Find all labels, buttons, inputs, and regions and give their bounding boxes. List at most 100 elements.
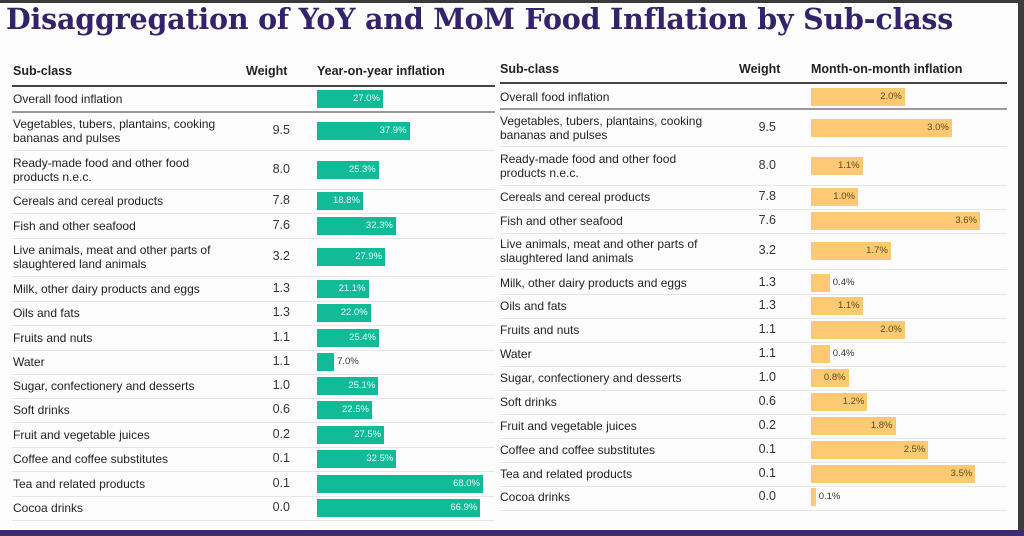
- mom-row-label-line: bananas and pulses: [500, 128, 608, 142]
- mom-row-label-line: Fish and other seafood: [500, 214, 623, 228]
- mom-row-label: Vegetables, tubers, plantains, cooking ba…: [500, 114, 702, 142]
- yoy-row-label-line: Milk, other dairy products and eggs: [13, 282, 200, 296]
- yoy-row-divider: [12, 471, 495, 472]
- mom-bar: 1.1%: [811, 157, 863, 175]
- mom-row-label: Soft drinks: [500, 395, 557, 409]
- yoy-bar-value-label: 66.9%: [450, 502, 478, 513]
- yoy-bar: 25.4%: [317, 329, 379, 347]
- mom-row-label-line: products n.e.c.: [500, 166, 579, 180]
- yoy-row-label: Vegetables, tubers, plantains, cooking ba…: [13, 117, 215, 145]
- mom-bar: [811, 488, 816, 506]
- yoy-row-label-line: Ready-made food and other food: [13, 156, 190, 170]
- yoy-bar: 32.3%: [317, 217, 396, 235]
- yoy-col-weight: Weight: [246, 64, 288, 78]
- yoy-row-weight: 0.6: [272, 402, 290, 416]
- yoy-row-weight: 7.6: [272, 218, 290, 232]
- mom-bar: 1.7%: [811, 242, 891, 260]
- yoy-col-inflation: Year-on-year inflation: [317, 64, 445, 78]
- yoy-row-label-line: Coffee and coffee substitutes: [13, 452, 168, 466]
- mom-col-weight: Weight: [739, 62, 781, 76]
- mom-row-divider: [500, 209, 1007, 210]
- mom-row-divider: [500, 185, 1007, 186]
- yoy-row-divider: [12, 325, 495, 326]
- mom-bar: 3.0%: [811, 119, 952, 137]
- yoy-row-weight: 3.2: [272, 249, 290, 263]
- mom-bar-value-label: 3.5%: [950, 468, 973, 479]
- yoy-row-weight: 8.0: [272, 162, 290, 176]
- mom-row-weight: 7.6: [758, 213, 776, 227]
- mom-row-label-line: slaughtered land animals: [500, 251, 634, 265]
- mom-bar-value-label: 1.7%: [866, 245, 888, 256]
- yoy-row-label: Fruit and vegetable juices: [13, 428, 150, 442]
- yoy-bar: 18.8%: [317, 192, 363, 210]
- yoy-row-divider: [12, 520, 495, 521]
- yoy-col-subclass: Sub-class: [13, 64, 73, 78]
- mom-bar-value-label: 0.8%: [823, 372, 846, 383]
- mom-row-weight: 3.2: [758, 243, 776, 257]
- yoy-row-label-line: Cocoa drinks: [13, 501, 84, 515]
- mom-row-divider: [500, 486, 1007, 487]
- mom-bar-value-label: 2.0%: [880, 324, 902, 335]
- top-border: [0, 0, 1024, 3]
- yoy-bar-value-label: 27.0%: [352, 93, 380, 104]
- yoy-row-label-line: Sugar, confectionery and desserts: [13, 379, 195, 393]
- mom-bar: 3.5%: [811, 465, 976, 483]
- mom-bar-value-label: 3.0%: [927, 122, 949, 133]
- window-frame-right: [1018, 0, 1024, 536]
- mom-row-label-line: Sugar, confectionery and desserts: [500, 371, 682, 385]
- yoy-row-label: Fish and other seafood: [13, 219, 136, 233]
- mom-row-weight: 7.8: [758, 189, 776, 203]
- yoy-bar-value-label: 25.4%: [349, 332, 376, 343]
- yoy-row-divider: [12, 422, 495, 423]
- mom-bar-value-label: 1.8%: [870, 420, 893, 431]
- mom-row-weight: 0.1: [758, 466, 776, 480]
- mom-bar-value-label: 2.5%: [903, 444, 926, 455]
- yoy-bar-value-label: 27.5%: [354, 429, 382, 440]
- yoy-row-label: Cocoa drinks: [13, 501, 83, 515]
- yoy-row-label-line: Oils and fats: [13, 306, 80, 320]
- mom-row-divider: [500, 318, 1007, 319]
- yoy-row-label: Ready-made food and other food products n…: [13, 156, 189, 184]
- yoy-row-label: Tea and related products: [13, 477, 145, 491]
- yoy-row-label-line: Fruits and nuts: [13, 331, 93, 345]
- mom-bar: 2.0%: [811, 321, 905, 339]
- yoy-bar-value-label: 22.5%: [341, 404, 369, 415]
- yoy-row-weight: 0.1: [272, 476, 290, 490]
- mom-bar: 0.8%: [811, 369, 849, 387]
- yoy-bar-value-label: 25.1%: [348, 380, 376, 391]
- yoy-bar: 25.1%: [317, 377, 379, 395]
- mom-row-divider: [500, 510, 1007, 511]
- yoy-row-label: Coffee and coffee substitutes: [13, 452, 168, 466]
- mom-row-weight: 0.2: [758, 418, 776, 432]
- yoy-bar: 22.0%: [317, 304, 371, 322]
- yoy-row-divider: [12, 213, 495, 214]
- mom-row-weight: 1.0: [758, 370, 776, 384]
- mom-overall-rule: [500, 108, 1007, 110]
- mom-row-label: Overall food inflation: [500, 90, 609, 104]
- yoy-header-rule: [12, 85, 495, 87]
- mom-row-weight: 0.0: [758, 489, 776, 503]
- yoy-bar: 32.5%: [317, 450, 397, 468]
- yoy-row-label-line: Water: [13, 355, 45, 369]
- yoy-row-divider: [12, 496, 495, 497]
- mom-row-label: Fruits and nuts: [500, 323, 579, 337]
- mom-row-label-line: Water: [500, 347, 532, 361]
- mom-row-weight: 1.3: [758, 298, 776, 312]
- yoy-bar: 27.9%: [317, 248, 386, 266]
- page-title: Disaggregation of YoY and MoM Food Infla…: [6, 2, 954, 36]
- mom-row-label: Milk, other dairy products and eggs: [500, 276, 687, 290]
- mom-row-label-line: Fruit and vegetable juices: [500, 419, 637, 433]
- yoy-row-label-line: Live animals, meat and other parts of: [13, 243, 211, 257]
- mom-row-divider: [500, 269, 1007, 270]
- mom-row-label-line: Coffee and coffee substitutes: [500, 443, 655, 457]
- yoy-row-label: Milk, other dairy products and eggs: [13, 282, 200, 296]
- yoy-row-label: Water: [13, 355, 45, 369]
- yoy-row-weight: 1.0: [272, 378, 290, 392]
- mom-row-divider: [500, 146, 1007, 147]
- mom-row-divider: [500, 414, 1007, 415]
- yoy-bar: 25.3%: [317, 161, 379, 179]
- yoy-row-weight: 0.1: [272, 451, 290, 465]
- yoy-row-divider: [12, 350, 495, 351]
- yoy-row-weight: 0.0: [272, 500, 290, 514]
- yoy-bar-value-label: 22.0%: [340, 307, 368, 318]
